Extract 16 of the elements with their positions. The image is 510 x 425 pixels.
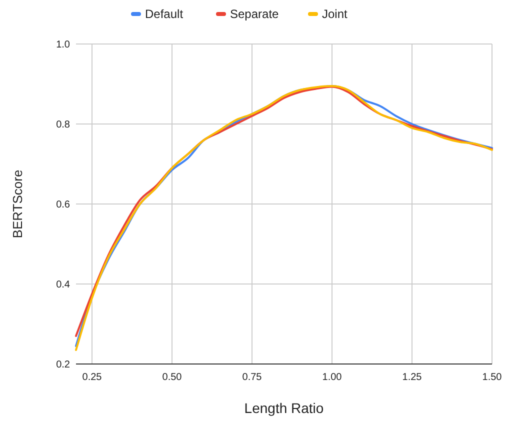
y-axis-title: BERTScore bbox=[10, 170, 25, 238]
legend-label: Separate bbox=[230, 7, 280, 21]
y-tick-label: 0.2 bbox=[56, 360, 70, 370]
x-axis-title: Length Ratio bbox=[244, 400, 324, 416]
x-tick-label: 1.25 bbox=[402, 372, 422, 383]
x-tick-label: 0.75 bbox=[242, 372, 262, 383]
y-tick-label: 1.0 bbox=[56, 40, 70, 50]
legend-label: Joint bbox=[322, 7, 348, 21]
x-tick-label: 0.50 bbox=[162, 372, 182, 383]
legend-label: Default bbox=[145, 7, 184, 21]
y-tick-label: 0.8 bbox=[56, 120, 70, 130]
y-tick-label: 0.4 bbox=[56, 280, 70, 290]
x-tick-label: 1.00 bbox=[322, 372, 342, 383]
y-tick-label: 0.6 bbox=[56, 200, 70, 210]
x-tick-label: 1.50 bbox=[482, 372, 502, 383]
x-tick-label: 0.25 bbox=[82, 372, 102, 383]
